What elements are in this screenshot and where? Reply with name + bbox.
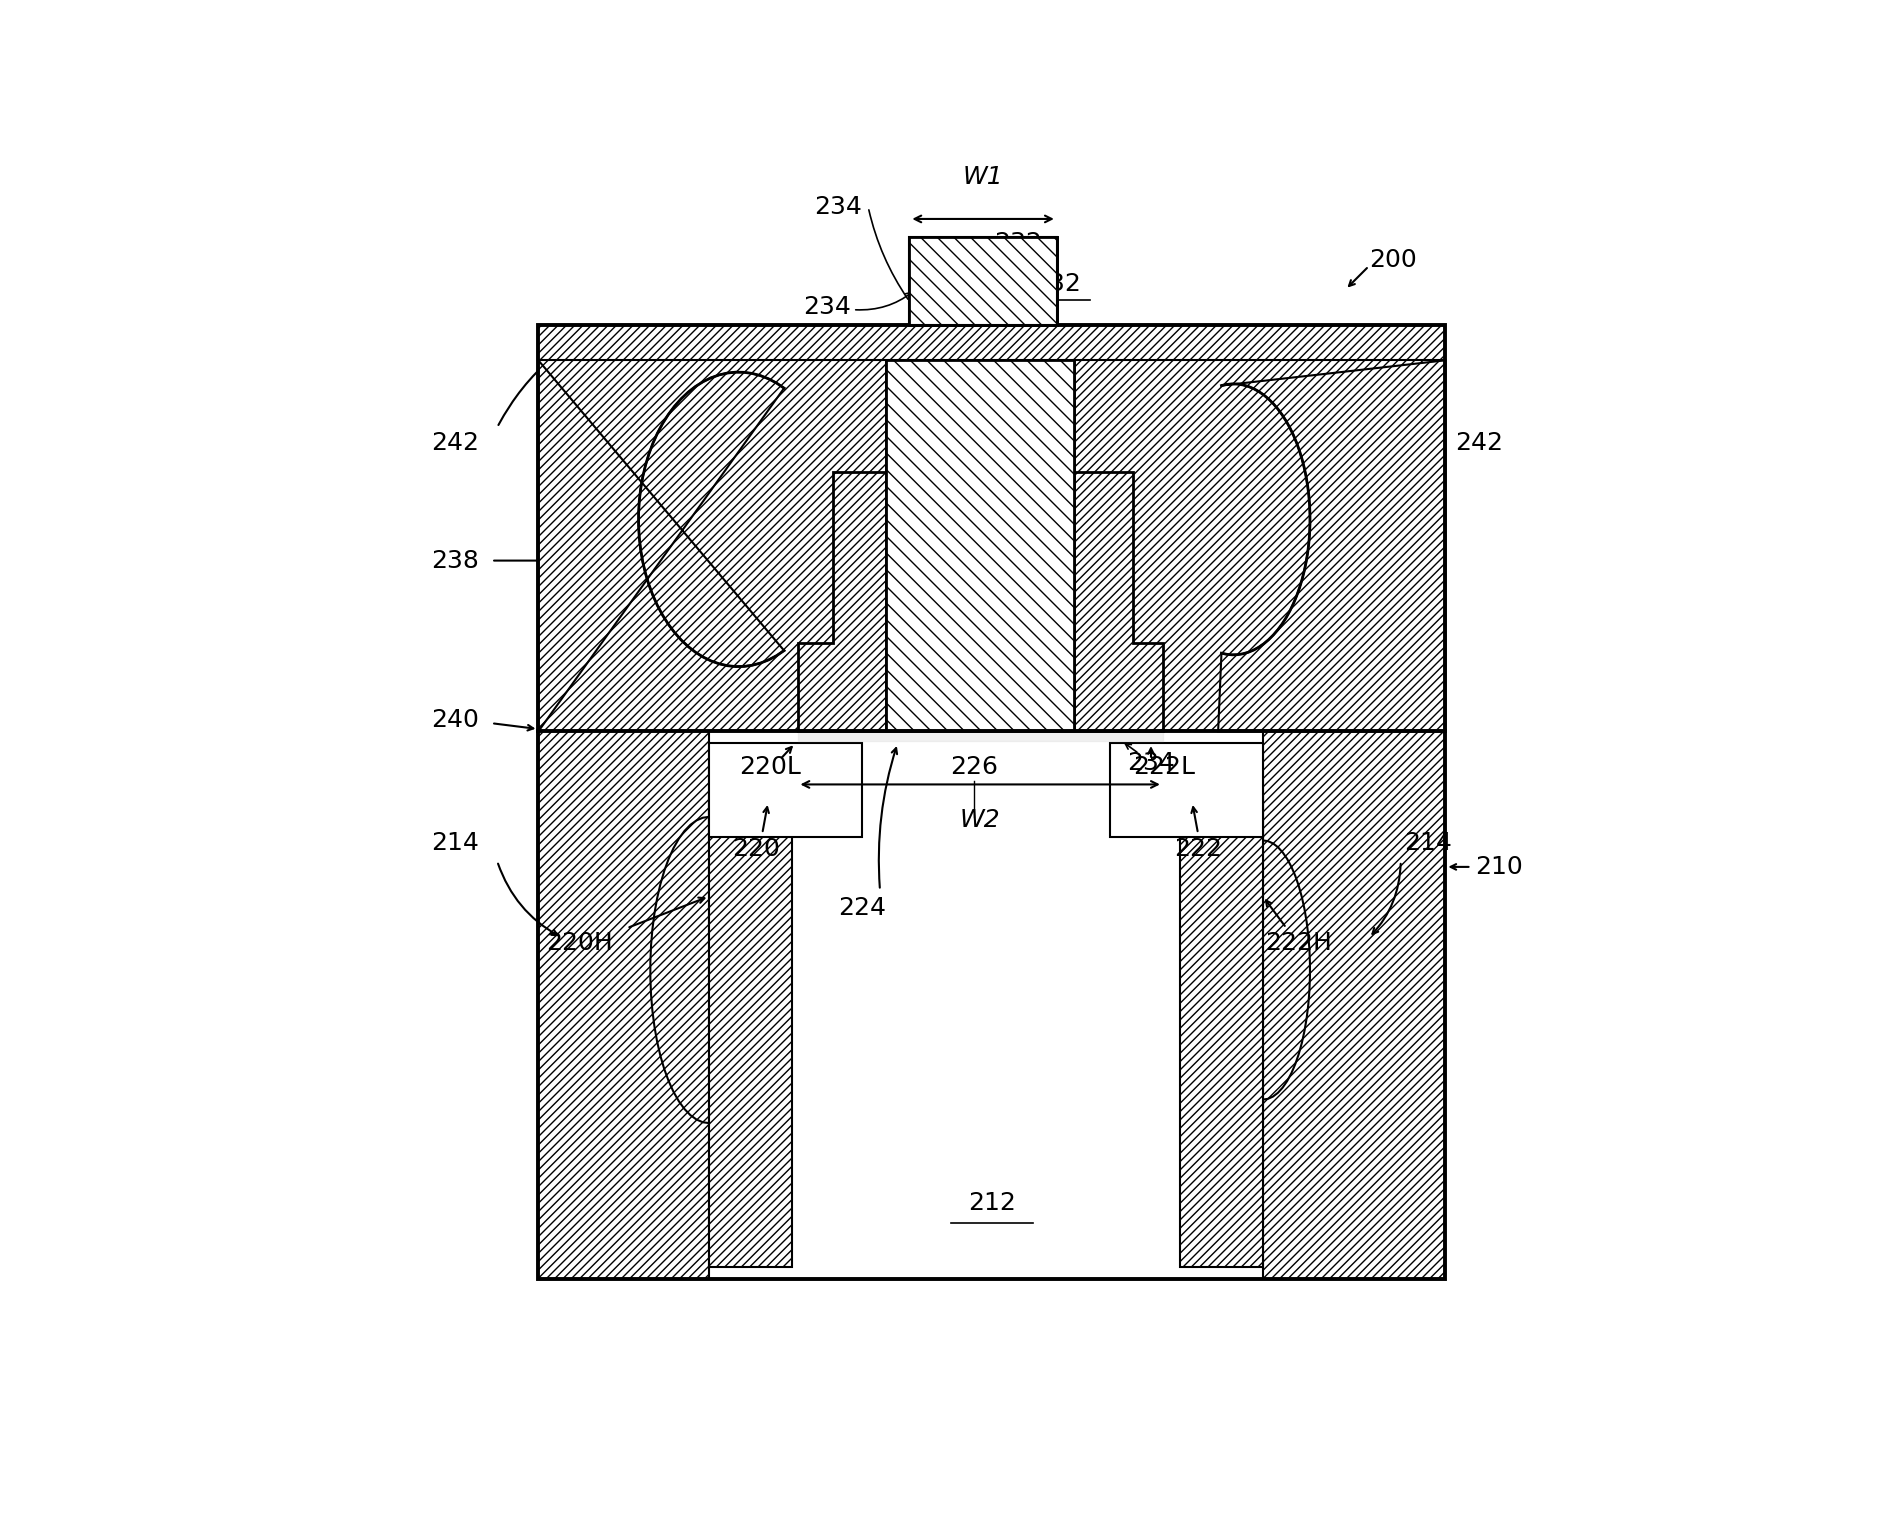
Text: 238: 238 [432, 549, 479, 572]
Polygon shape [798, 473, 886, 731]
Polygon shape [1074, 473, 1162, 731]
Polygon shape [539, 324, 1446, 731]
Polygon shape [886, 360, 1074, 731]
Polygon shape [710, 796, 793, 1267]
Text: 214: 214 [1405, 831, 1452, 855]
Polygon shape [539, 731, 1446, 1279]
Text: 234: 234 [1127, 751, 1176, 776]
Polygon shape [909, 237, 1057, 324]
Polygon shape [710, 744, 862, 837]
Polygon shape [539, 324, 1446, 1279]
Text: 220: 220 [732, 837, 779, 861]
Text: 242: 242 [432, 431, 479, 454]
Text: 242: 242 [1455, 431, 1502, 454]
Text: 220L: 220L [738, 754, 800, 779]
Text: 222: 222 [1174, 837, 1223, 861]
Text: 210: 210 [1474, 855, 1523, 878]
Text: 214: 214 [432, 831, 479, 855]
Text: 222L: 222L [1132, 754, 1194, 779]
Polygon shape [886, 360, 1074, 731]
Polygon shape [1110, 744, 1262, 837]
Text: 240: 240 [432, 708, 479, 731]
Text: 234: 234 [802, 295, 851, 320]
Polygon shape [1219, 360, 1446, 731]
Text: 200: 200 [1369, 248, 1416, 272]
Text: 220H: 220H [546, 932, 612, 955]
Text: 222H: 222H [1264, 932, 1332, 955]
Polygon shape [539, 731, 710, 1279]
Text: 234: 234 [815, 196, 862, 219]
Text: 236: 236 [1104, 531, 1151, 555]
Text: 232: 232 [1033, 272, 1080, 295]
Polygon shape [909, 237, 1057, 324]
Text: 236: 236 [783, 667, 830, 690]
Text: 224: 224 [838, 897, 886, 920]
Text: 230: 230 [1022, 490, 1069, 514]
Polygon shape [886, 360, 1074, 731]
Text: W1: W1 [963, 165, 1003, 190]
Polygon shape [539, 360, 785, 731]
Text: 212: 212 [967, 1190, 1016, 1215]
Polygon shape [886, 360, 1074, 731]
Polygon shape [539, 324, 1446, 360]
Text: W2: W2 [960, 808, 1001, 832]
Polygon shape [909, 237, 1057, 324]
Polygon shape [798, 473, 886, 731]
Polygon shape [1074, 473, 1162, 731]
Polygon shape [1181, 796, 1262, 1267]
Text: 226: 226 [950, 754, 999, 779]
Text: 232: 232 [995, 231, 1042, 254]
Polygon shape [1262, 731, 1446, 1279]
